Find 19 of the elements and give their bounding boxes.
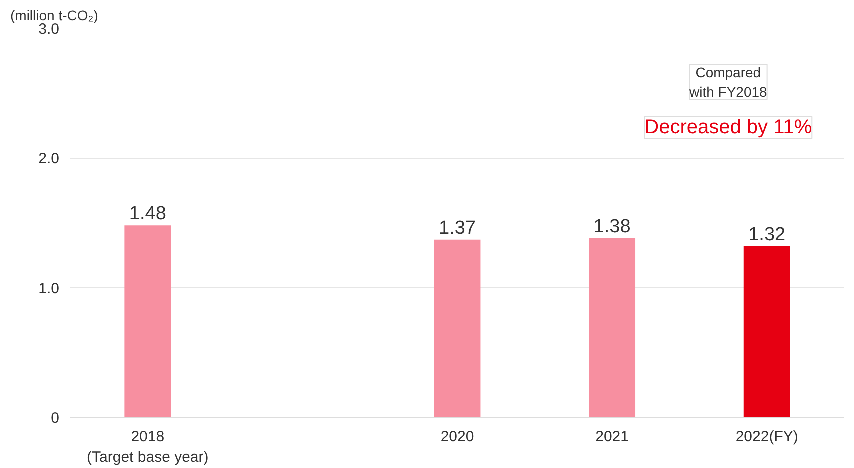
- y-tick-label: 1.0: [38, 280, 60, 298]
- data-label: 1.38: [594, 216, 631, 238]
- bar: [124, 226, 172, 418]
- annotation: Decreased by 11%: [644, 116, 812, 139]
- y-tick-label: 2.0: [38, 150, 60, 168]
- y-axis-title: (million t-CO₂): [10, 8, 98, 24]
- y-tick-label: 3.0: [38, 21, 60, 38]
- bar: [434, 240, 481, 418]
- x-tick-label: 2020: [440, 428, 474, 446]
- data-label: 1.48: [129, 204, 166, 225]
- data-label: 1.32: [748, 224, 786, 246]
- bar: [589, 238, 636, 418]
- y-tick-label: 0: [51, 410, 60, 427]
- x-tick-label: 2022(FY): [736, 428, 798, 446]
- data-label: 1.37: [439, 218, 476, 239]
- x-tick-label: 2021: [596, 428, 629, 446]
- x-tick-label: 2018 (Target base year): [87, 428, 209, 466]
- annotation: Compared with FY2018: [688, 64, 768, 100]
- bar: [744, 246, 790, 418]
